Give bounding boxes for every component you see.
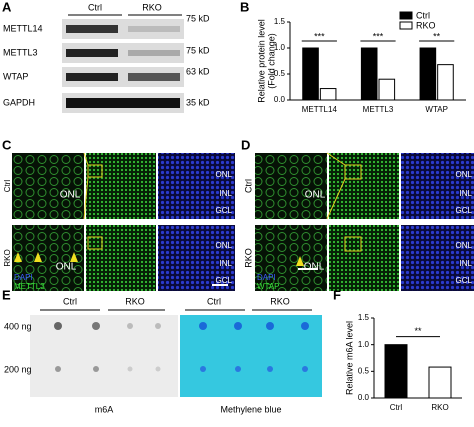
legend-swatch xyxy=(399,21,413,30)
group-label: Ctrl xyxy=(63,296,77,306)
panel-label: D xyxy=(241,137,250,152)
group-label: RKO xyxy=(125,296,145,306)
bar xyxy=(360,47,378,101)
y-tick-label: 0.0 xyxy=(274,95,286,104)
layer-label: ONL xyxy=(216,170,233,179)
panel-label: C xyxy=(2,137,12,152)
layer-label: ONL xyxy=(304,262,325,273)
stain-label: Methylene blue xyxy=(220,404,281,414)
bar xyxy=(419,47,437,101)
dot-blot-image xyxy=(30,315,322,397)
x-tick-label: RKO xyxy=(431,403,448,412)
layer-label: INL xyxy=(220,189,233,198)
protein-label: GAPDH xyxy=(3,97,35,107)
micrograph xyxy=(255,152,474,291)
marker-label: 75 kD xyxy=(186,45,210,55)
protein-label: WTAP xyxy=(3,71,28,81)
significance: *** xyxy=(314,31,325,41)
layer-label: ONL xyxy=(56,262,77,273)
layer-label: ONL xyxy=(60,190,81,201)
group-label: RKO xyxy=(270,296,290,306)
bar xyxy=(378,78,396,101)
group-label: RKO xyxy=(142,2,162,12)
row-label: Ctrl xyxy=(243,179,253,193)
row-label: Ctrl xyxy=(3,180,12,193)
layer-label: ONL xyxy=(456,170,473,179)
bar xyxy=(302,47,319,101)
layer-label: GCL xyxy=(216,276,233,285)
group-label: Ctrl xyxy=(88,2,102,12)
amount-label: 400 ng xyxy=(4,321,32,331)
bar xyxy=(437,64,454,101)
x-tick-label: METTL14 xyxy=(302,105,338,114)
stain-label: METTL3 xyxy=(14,282,45,291)
marker-label: 75 kD xyxy=(186,13,210,23)
row-label: RKO xyxy=(243,248,253,268)
y-tick-label: 1.5 xyxy=(358,313,370,322)
amount-label: 200 ng xyxy=(4,364,32,374)
layer-label: INL xyxy=(460,259,473,268)
x-tick-label: Ctrl xyxy=(390,403,403,412)
panel-label: A xyxy=(2,0,12,14)
y-tick-label: 1.5 xyxy=(274,17,286,26)
legend-label: Ctrl xyxy=(416,10,430,20)
protein-label: METTL14 xyxy=(3,23,43,33)
significance: *** xyxy=(373,31,384,41)
layer-label: GCL xyxy=(216,206,233,215)
y-tick-label: 0.5 xyxy=(358,366,370,375)
layer-label: INL xyxy=(220,259,233,268)
bar xyxy=(428,366,452,399)
layer-label: ONL xyxy=(216,241,233,250)
y-axis-label: (Fold change) xyxy=(266,33,276,89)
layer-label: GCL xyxy=(456,276,473,285)
layer-label: GCL xyxy=(456,206,473,215)
bar xyxy=(384,344,408,399)
stain-label: m6A xyxy=(95,404,114,414)
y-tick-label: 0.0 xyxy=(358,393,370,402)
panel-label: B xyxy=(240,0,249,14)
significance: ** xyxy=(414,326,422,336)
bar xyxy=(319,88,337,101)
y-tick-label: 0.5 xyxy=(274,69,286,78)
stain-label: WTAP xyxy=(257,282,280,291)
significance: ** xyxy=(433,31,441,41)
x-tick-label: WTAP xyxy=(425,105,448,114)
y-axis-label: Relative protein level xyxy=(256,19,266,103)
group-label: Ctrl xyxy=(207,296,221,306)
legend-label: RKO xyxy=(416,20,436,30)
legend-swatch xyxy=(399,11,413,20)
y-tick-label: 1.0 xyxy=(274,43,286,52)
stain-label: DAPI xyxy=(257,273,276,282)
marker-label: 35 kD xyxy=(186,97,210,107)
blot-image xyxy=(62,19,184,113)
stain-label: DAPI xyxy=(14,273,33,282)
marker-label: 63 kD xyxy=(186,66,210,76)
row-label: RKO xyxy=(3,249,12,266)
y-axis-label: Relative m6A level xyxy=(344,321,354,395)
micrograph xyxy=(12,152,235,291)
layer-label: ONL xyxy=(305,190,326,201)
x-tick-label: METTL3 xyxy=(363,105,394,114)
layer-label: INL xyxy=(460,189,473,198)
layer-label: ONL xyxy=(456,241,473,250)
protein-label: METTL3 xyxy=(3,47,38,57)
y-tick-label: 1.0 xyxy=(358,340,370,349)
panel-label: F xyxy=(333,287,341,302)
panel-label: E xyxy=(2,287,11,302)
